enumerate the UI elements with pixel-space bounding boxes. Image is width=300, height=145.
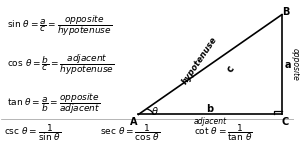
- Text: $\csc\,\theta = \dfrac{1}{\sin\,\theta}$: $\csc\,\theta = \dfrac{1}{\sin\,\theta}$: [4, 122, 61, 143]
- Text: $\cos\,\theta = \dfrac{b}{c} = \dfrac{\mathit{adjacent}}{\mathit{hypotenuse}}$: $\cos\,\theta = \dfrac{b}{c} = \dfrac{\m…: [7, 52, 114, 77]
- Text: $\sec\,\theta = \dfrac{1}{\cos\,\theta}$: $\sec\,\theta = \dfrac{1}{\cos\,\theta}$: [100, 122, 160, 143]
- Text: adjacent: adjacent: [194, 117, 227, 126]
- Text: hypotenuse: hypotenuse: [180, 36, 219, 87]
- Text: c: c: [225, 63, 237, 74]
- Text: $\theta$: $\theta$: [152, 105, 159, 117]
- Text: a: a: [285, 60, 292, 70]
- Text: b: b: [207, 104, 214, 114]
- Text: $\cot\,\theta = \dfrac{1}{\tan\,\theta}$: $\cot\,\theta = \dfrac{1}{\tan\,\theta}$: [194, 122, 253, 143]
- Text: $\tan\,\theta = \dfrac{a}{b} = \dfrac{\mathit{opposite}}{\mathit{adjacent}}$: $\tan\,\theta = \dfrac{a}{b} = \dfrac{\m…: [7, 91, 100, 116]
- Text: A: A: [130, 117, 138, 127]
- Text: opposite: opposite: [291, 48, 300, 81]
- Text: C: C: [282, 117, 289, 127]
- Text: $\sin\,\theta = \dfrac{a}{c} = \dfrac{\mathit{opposite}}{\mathit{hypotenuse}}$: $\sin\,\theta = \dfrac{a}{c} = \dfrac{\m…: [7, 13, 112, 38]
- Text: B: B: [282, 7, 289, 17]
